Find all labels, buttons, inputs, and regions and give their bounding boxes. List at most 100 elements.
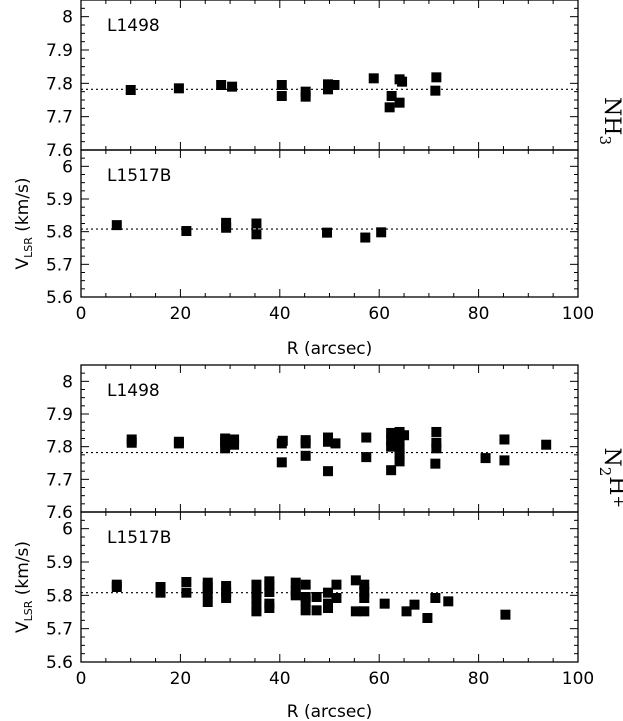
data-point bbox=[541, 439, 552, 450]
data-point bbox=[499, 434, 510, 445]
data-point bbox=[360, 232, 371, 243]
data-point bbox=[221, 581, 232, 591]
data-point bbox=[384, 102, 395, 113]
data-point bbox=[359, 587, 370, 597]
x-tick-label: 100 bbox=[562, 304, 594, 324]
y-tick-label: 7.7 bbox=[46, 470, 73, 490]
y-tick-label: 8 bbox=[62, 372, 73, 392]
y-axis-label: VLSR (km/s) bbox=[13, 541, 35, 633]
data-point bbox=[173, 83, 184, 94]
y-tick-label: 5.6 bbox=[46, 288, 73, 308]
data-point bbox=[251, 229, 262, 240]
x-tick-label: 40 bbox=[269, 304, 291, 324]
data-point bbox=[181, 587, 192, 598]
data-point bbox=[399, 430, 410, 441]
x-tick-label: 20 bbox=[170, 304, 192, 324]
panel-label: L1517B bbox=[107, 528, 171, 548]
data-point bbox=[386, 465, 397, 476]
y-axis-label: VLSR (km/s) bbox=[13, 177, 35, 269]
data-point bbox=[430, 458, 441, 469]
data-point bbox=[300, 579, 311, 590]
data-point bbox=[386, 441, 397, 452]
y-tick-label: 7.7 bbox=[46, 108, 73, 128]
x-tick-label: 40 bbox=[269, 669, 291, 689]
y-tick-label: 8 bbox=[62, 8, 73, 28]
data-point bbox=[323, 603, 334, 613]
data-point bbox=[202, 587, 213, 598]
panel-label: L1498 bbox=[107, 381, 160, 401]
data-point bbox=[229, 439, 240, 450]
data-point bbox=[323, 587, 334, 598]
data-point bbox=[330, 438, 341, 449]
data-point bbox=[430, 85, 441, 96]
data-point bbox=[300, 450, 311, 461]
data-point bbox=[379, 598, 390, 609]
data-point bbox=[331, 579, 342, 590]
data-point bbox=[431, 437, 442, 448]
data-point bbox=[251, 579, 262, 590]
y-tick-label: 5.8 bbox=[46, 586, 73, 606]
y-tick-label: 6 bbox=[62, 520, 73, 540]
data-point bbox=[359, 593, 370, 603]
data-point bbox=[155, 582, 166, 592]
x-tick-label: 80 bbox=[468, 669, 490, 689]
y-tick-label: 5.7 bbox=[46, 620, 73, 640]
x-tick-label: 80 bbox=[468, 304, 490, 324]
data-point bbox=[480, 453, 491, 464]
data-point bbox=[350, 606, 361, 617]
data-point bbox=[359, 579, 370, 590]
data-point bbox=[251, 218, 262, 229]
data-point bbox=[264, 580, 275, 591]
data-point bbox=[125, 85, 136, 95]
data-point bbox=[323, 84, 334, 95]
y-tick-label: 7.8 bbox=[46, 438, 73, 458]
data-point bbox=[322, 227, 333, 238]
data-point bbox=[500, 609, 511, 620]
data-point bbox=[276, 91, 287, 101]
data-point bbox=[300, 438, 311, 449]
y-tick-label: 7.6 bbox=[46, 503, 73, 523]
data-point bbox=[361, 452, 372, 463]
data-point bbox=[155, 587, 166, 598]
data-point bbox=[431, 72, 442, 83]
data-point bbox=[323, 436, 334, 447]
data-point bbox=[300, 605, 311, 616]
data-point bbox=[499, 455, 510, 466]
data-point bbox=[264, 587, 275, 597]
data-point bbox=[221, 222, 232, 233]
x-tick-label: 20 bbox=[170, 669, 192, 689]
data-point bbox=[350, 575, 361, 586]
data-point bbox=[111, 582, 122, 592]
x-tick-label: 100 bbox=[562, 669, 594, 689]
data-point bbox=[376, 227, 387, 238]
data-point bbox=[430, 593, 441, 603]
data-point bbox=[300, 91, 311, 102]
data-point bbox=[397, 76, 408, 87]
panel-1-0: 7.6 7.7 7.8 7.9 8 L1498 bbox=[46, 364, 579, 523]
molecule-label: N2H+ bbox=[596, 447, 623, 508]
y-tick-label: 7.9 bbox=[46, 41, 73, 61]
data-point bbox=[311, 592, 322, 602]
data-point bbox=[386, 427, 397, 438]
data-point bbox=[290, 590, 301, 601]
data-point bbox=[221, 587, 232, 597]
panel-0-0: 7.6 7.7 7.8 7.9 8 L1498 bbox=[46, 0, 579, 161]
data-point bbox=[394, 97, 405, 108]
data-point bbox=[361, 432, 372, 443]
x-tick-label: 0 bbox=[76, 304, 87, 324]
data-point bbox=[394, 456, 405, 467]
x-axis-label: R (arcsec) bbox=[287, 339, 373, 359]
data-point bbox=[227, 81, 238, 92]
data-point bbox=[386, 435, 397, 446]
data-point bbox=[221, 593, 232, 603]
data-point bbox=[220, 443, 231, 454]
y-tick-label: 7.8 bbox=[46, 74, 73, 94]
data-point bbox=[394, 435, 405, 446]
data-point bbox=[216, 80, 227, 90]
data-point bbox=[251, 606, 262, 617]
y-tick-label: 7.9 bbox=[46, 405, 73, 425]
data-point bbox=[290, 577, 301, 588]
